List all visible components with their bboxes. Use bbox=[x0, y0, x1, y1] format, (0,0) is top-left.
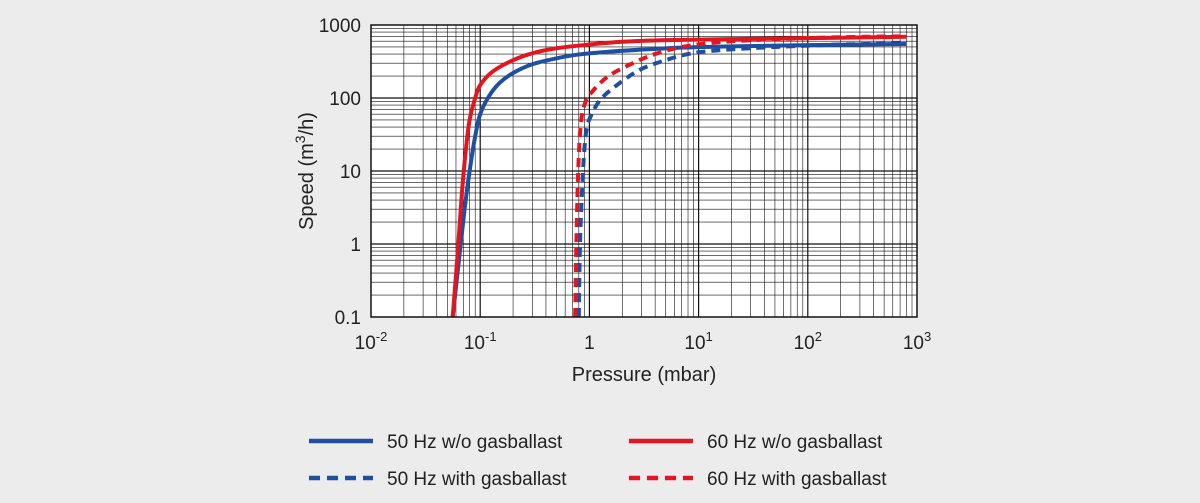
x-tick-label: 10-2 bbox=[355, 329, 388, 354]
legend-label: 50 Hz w/o gasballast bbox=[387, 432, 563, 453]
legend-label: 60 Hz with gasballast bbox=[707, 469, 887, 490]
series-line-50-hz-with-gasballast bbox=[576, 41, 907, 318]
x-tick-label: 103 bbox=[903, 329, 931, 354]
series-line-60-hz-with-gasballast bbox=[573, 34, 907, 318]
y-tick-label: 10 bbox=[340, 162, 361, 183]
legend-label: 50 Hz with gasballast bbox=[387, 469, 567, 490]
y-tick-label: 1000 bbox=[319, 16, 361, 37]
y-tick-label: 0.1 bbox=[335, 308, 361, 329]
x-axis-label: Pressure (mbar) bbox=[572, 364, 716, 386]
y-axis-label: Speed (m3/h) bbox=[292, 112, 318, 230]
y-tick-label: 100 bbox=[329, 89, 361, 110]
series-line-50-hz-w-o-gasballast bbox=[450, 41, 907, 318]
legend-item: 60 Hz w/o gasballast bbox=[629, 432, 883, 453]
x-tick-label: 102 bbox=[794, 329, 822, 354]
plot-frame bbox=[370, 24, 918, 318]
x-tick-label: 101 bbox=[684, 329, 712, 354]
x-tick-label: 10-1 bbox=[464, 329, 497, 354]
legend-item: 50 Hz w/o gasballast bbox=[309, 432, 563, 453]
x-tick-label: 1 bbox=[584, 333, 595, 354]
y-tick-label: 1 bbox=[350, 235, 361, 256]
legend-label: 60 Hz w/o gasballast bbox=[707, 432, 883, 453]
legend-item: 60 Hz with gasballast bbox=[629, 469, 887, 490]
series-line-60-hz-w-o-gasballast bbox=[450, 34, 907, 318]
legend-item: 50 Hz with gasballast bbox=[309, 469, 567, 490]
